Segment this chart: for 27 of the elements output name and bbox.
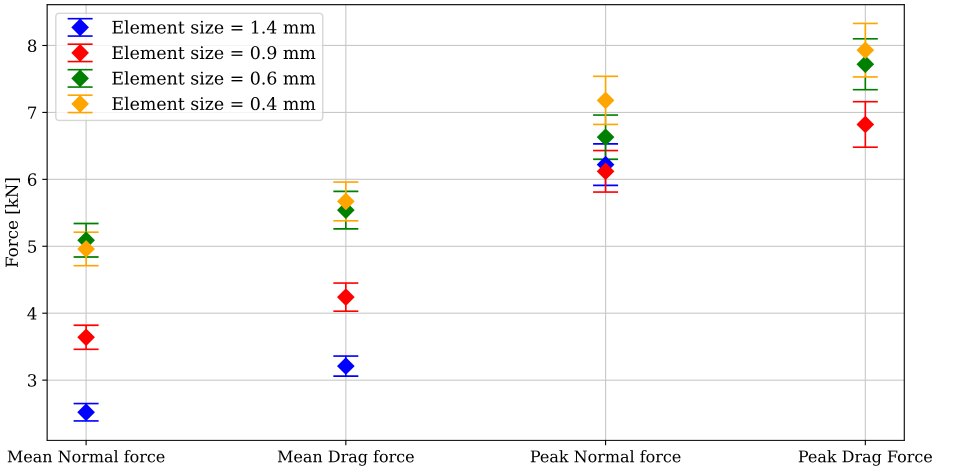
point [78, 404, 95, 421]
x-tick-label: Mean Drag force [278, 450, 414, 466]
legend-label: Element size = 1.4 mm [112, 20, 316, 34]
y-tick-label: 3 [28, 374, 36, 387]
legend-label: Element size = 0.9 mm [112, 46, 316, 60]
point [856, 56, 874, 73]
y-tick-label: 6 [28, 173, 36, 186]
point [337, 192, 354, 210]
point [337, 358, 354, 375]
legend-label: Element size = 0.6 mm [112, 71, 316, 85]
point [78, 240, 95, 258]
legend-label: Element size = 0.4 mm [112, 96, 316, 110]
point [597, 92, 614, 109]
point [597, 162, 614, 180]
y-tick-label: 5 [28, 240, 36, 253]
x-tick-label: Peak Drag Force [798, 450, 932, 466]
y-tick-label: 7 [28, 106, 36, 119]
y-axis-title: Force [kN] [5, 178, 20, 268]
point [78, 328, 95, 346]
x-tick-label: Mean Normal force [8, 450, 164, 462]
point [337, 288, 354, 306]
x-tick-label: Peak Normal force [530, 450, 680, 462]
y-tick-label: 4 [27, 307, 37, 320]
point [597, 128, 614, 146]
point [856, 116, 874, 134]
point [856, 42, 874, 59]
y-tick-label: 8 [28, 39, 36, 52]
